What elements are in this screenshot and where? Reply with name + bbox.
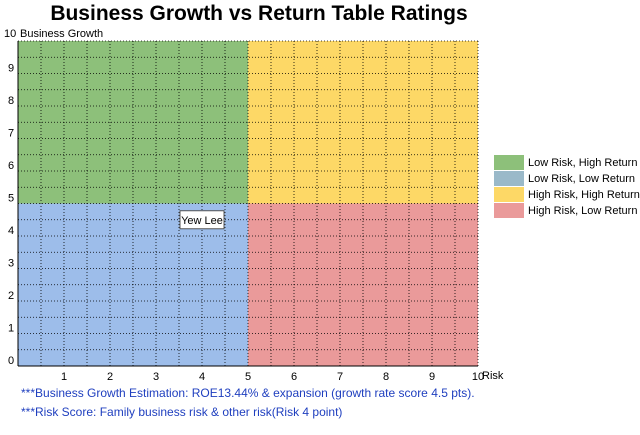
y-tick-label: 8 xyxy=(8,95,14,107)
y-tick-label: 1 xyxy=(8,323,14,335)
x-tick-label: 3 xyxy=(153,371,159,383)
y-axis-title: Business Growth xyxy=(20,28,103,40)
x-tick-label: 7 xyxy=(337,371,343,383)
point-label: Yew Lee xyxy=(181,215,223,227)
legend-swatch xyxy=(494,187,524,202)
y-tick-label: 3 xyxy=(8,258,14,270)
legend-label: Low Risk, Low Return xyxy=(528,172,635,185)
footnote-growth-estimation: ***Business Growth Estimation: ROE13.44%… xyxy=(21,386,475,400)
legend-item: Low Risk, Low Return xyxy=(494,171,640,186)
x-tick-label: 2 xyxy=(107,371,113,383)
chart-title: Business Growth vs Return Table Ratings xyxy=(50,2,468,25)
footnote-risk-score: ***Risk Score: Family business risk & ot… xyxy=(21,405,343,419)
x-tick-label: 4 xyxy=(199,371,205,383)
x-tick-label: 8 xyxy=(383,371,389,383)
legend: Low Risk, High Return Low Risk, Low Retur… xyxy=(494,155,640,219)
legend-swatch xyxy=(494,155,524,170)
y-tick-label: 0 xyxy=(8,355,14,367)
legend-swatch xyxy=(494,203,524,218)
point-label-box xyxy=(179,210,225,230)
legend-item: High Risk, High Return xyxy=(494,187,640,202)
x-tick-label: 5 xyxy=(245,371,251,383)
y-tick-label: 9 xyxy=(8,63,14,75)
legend-item: Low Risk, High Return xyxy=(494,155,640,170)
legend-label: Low Risk, High Return xyxy=(528,156,638,169)
x-tick-label: 1 xyxy=(61,371,67,383)
y-tick-label: 2 xyxy=(8,290,14,302)
x-tick-label: 6 xyxy=(291,371,297,383)
y-tick-label: 7 xyxy=(8,128,14,140)
x-tick-label: 10 xyxy=(472,371,484,383)
x-axis-title: Risk xyxy=(482,370,504,382)
y-tick-label: 10 xyxy=(4,28,16,40)
x-tick-label: 9 xyxy=(429,371,435,383)
legend-label: High Risk, High Return xyxy=(528,188,640,201)
y-tick-label: 5 xyxy=(8,193,14,205)
y-tick-label: 6 xyxy=(8,160,14,172)
legend-swatch xyxy=(494,171,524,186)
legend-item: High Risk, Low Return xyxy=(494,203,640,218)
y-tick-label: 4 xyxy=(8,225,14,237)
legend-label: High Risk, Low Return xyxy=(528,204,638,217)
